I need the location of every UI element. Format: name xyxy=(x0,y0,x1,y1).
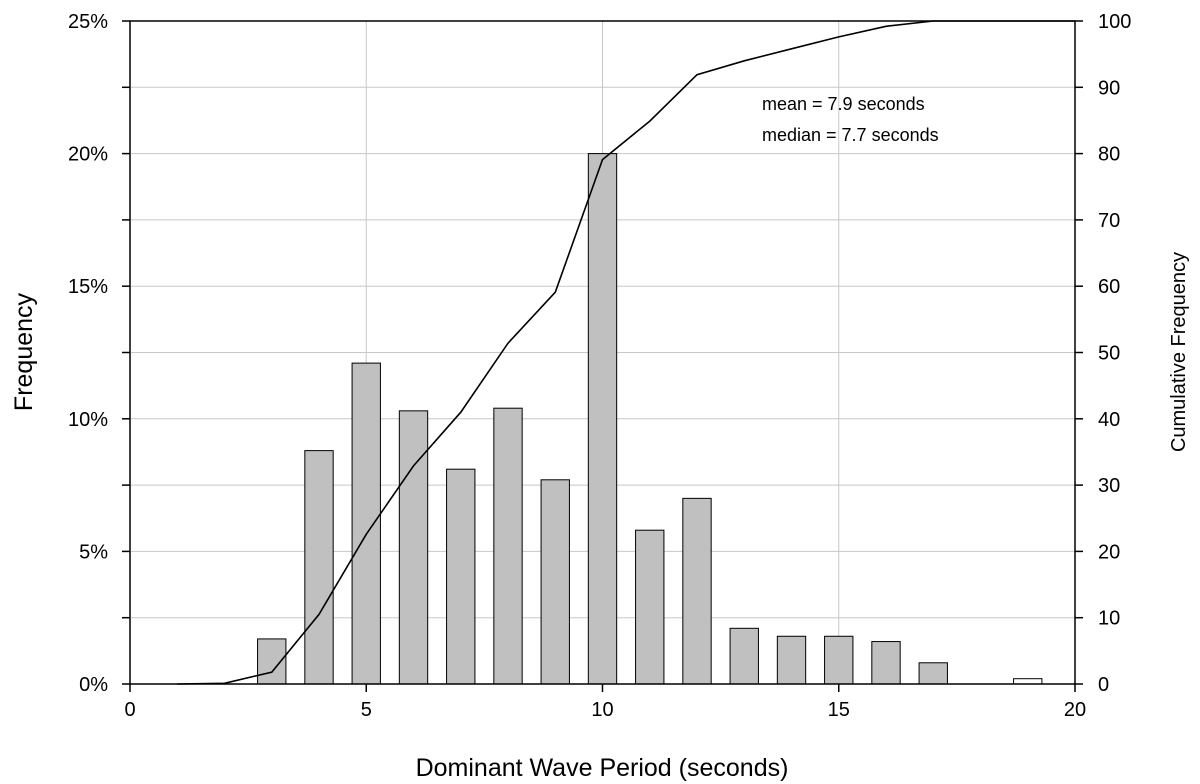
ticks xyxy=(122,20,1083,692)
bar xyxy=(635,529,665,685)
y2-tick-label: 90 xyxy=(1098,77,1120,99)
bar xyxy=(1013,678,1043,685)
bar xyxy=(304,450,334,685)
y-tick-label: 25% xyxy=(68,11,108,33)
bar xyxy=(398,410,429,685)
cumulative-frequency-line xyxy=(177,20,1075,685)
bar xyxy=(824,635,854,685)
y2-tick-label: 20 xyxy=(1098,541,1120,563)
y-tick-label: 10% xyxy=(68,409,108,431)
bar xyxy=(493,407,523,685)
y2-tick-label: 30 xyxy=(1098,475,1120,497)
y-tick-label: 0% xyxy=(79,674,108,696)
y-tick-label: 20% xyxy=(68,144,108,166)
y-tick-label: 5% xyxy=(79,541,108,563)
bar xyxy=(351,362,381,685)
cumulative-line xyxy=(177,20,1075,685)
bar xyxy=(682,497,712,685)
y2-tick-label: 80 xyxy=(1098,144,1120,166)
bars xyxy=(257,153,1043,685)
y-axis-title: Frequency xyxy=(10,292,38,411)
x-axis-title: Dominant Wave Period (seconds) xyxy=(416,754,789,782)
bar xyxy=(540,479,570,685)
bar xyxy=(918,662,948,685)
bar xyxy=(776,635,807,685)
y2-tick-label: 100 xyxy=(1098,11,1131,33)
y2-tick-label: 0 xyxy=(1098,674,1109,696)
tick-labels: 0 5 10 15 20 0 10 20 30 40 50 60 70 80 90 100 0% 5% 10% 15%… xyxy=(68,11,1131,721)
y-tick-label: 15% xyxy=(68,276,108,298)
x-tick-label: 10 xyxy=(591,699,613,721)
x-tick-label: 0 xyxy=(124,699,135,721)
bar xyxy=(729,627,759,685)
y2-tick-label: 50 xyxy=(1098,343,1120,365)
y2-tick-label: 70 xyxy=(1098,210,1120,232)
x-tick-label: 20 xyxy=(1064,699,1086,721)
bar xyxy=(257,638,287,685)
bar xyxy=(446,468,476,685)
x-tick-label: 5 xyxy=(361,699,372,721)
bar xyxy=(587,153,618,685)
y2-axis-title: Cumulative Frequency xyxy=(1168,252,1190,452)
annotation-mean: mean = 7.9 seconds xyxy=(762,94,925,114)
annotation-median: median = 7.7 seconds xyxy=(762,125,939,145)
y2-tick-label: 60 xyxy=(1098,276,1120,298)
y2-tick-label: 40 xyxy=(1098,409,1120,431)
y2-tick-label: 10 xyxy=(1098,608,1120,630)
bar xyxy=(871,641,901,685)
x-tick-label: 15 xyxy=(828,699,850,721)
